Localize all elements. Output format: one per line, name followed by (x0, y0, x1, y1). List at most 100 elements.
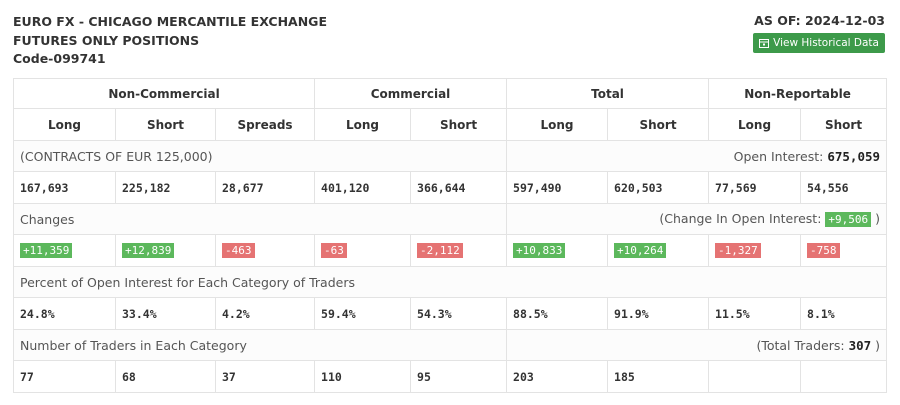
cell (708, 360, 802, 393)
cot-table: Non-Commercial Commercial Total Non-Reporta… (12, 78, 888, 393)
column-header: Long (13, 108, 116, 141)
cell: 68 (115, 360, 216, 393)
group-header: Non-Reportable (708, 78, 888, 109)
cell: -758 (800, 234, 888, 267)
cell: 597,490 (506, 171, 609, 204)
cell-value: 597,490 (513, 180, 562, 195)
cell: 366,644 (410, 171, 508, 204)
cell-value: 110 (321, 369, 342, 384)
cell-value: 37 (222, 369, 236, 384)
summary-label: (Change In Open Interest: (659, 211, 822, 226)
cell-value: 167,693 (20, 180, 69, 195)
change-badge: -1,327 (715, 243, 761, 258)
group-header: Commercial (314, 78, 508, 109)
cell-value: 54,556 (807, 180, 849, 195)
summary-value: +9,506 (825, 212, 872, 227)
cell: 11.5% (708, 297, 802, 330)
group-header: Total (506, 78, 710, 109)
section-label: (CONTRACTS OF EUR 125,000) (12, 140, 508, 172)
cell: +12,839 (115, 234, 216, 267)
change-badge: +10,264 (614, 243, 667, 258)
cell: 203 (506, 360, 609, 393)
cell: 54,556 (800, 171, 888, 204)
group-row: Non-Commercial Commercial Total Non-Reporta… (12, 78, 888, 109)
cell: 110 (314, 360, 412, 393)
change-badge: +12,839 (122, 243, 175, 258)
column-header: Short (115, 108, 216, 141)
column-header: Short (800, 108, 888, 141)
cell-value: 401,120 (321, 180, 370, 195)
header-title: EURO FX - CHICAGO MERCANTILE EXCHANGE FU… (13, 13, 327, 69)
column-header: Long (314, 108, 412, 141)
cell: 167,693 (13, 171, 116, 204)
column-header: Spreads (214, 108, 316, 141)
section-summary: Open Interest: 675,059 (506, 140, 888, 172)
section-label: Number of Traders in Each Category (12, 329, 508, 361)
section-summary: (Total Traders: 307 ) (506, 329, 888, 361)
title-line: EURO FX - CHICAGO MERCANTILE EXCHANGE (13, 14, 327, 29)
cell-value: 225,182 (122, 180, 171, 195)
summary-suffix: ) (875, 211, 881, 226)
cell-value: 366,644 (417, 180, 466, 195)
cell-value: 28,677 (222, 180, 264, 195)
cell-value: 620,503 (614, 180, 663, 195)
summary-label: (Total Traders: (756, 337, 845, 353)
cell: 401,120 (314, 171, 412, 204)
change-badge: -63 (321, 243, 347, 258)
cell: 185 (607, 360, 710, 393)
value-row: 167,693 225,182 28,677 401,120 366,644 597,49… (13, 171, 888, 204)
cell: -1,327 (708, 234, 802, 267)
cell: 37 (214, 360, 316, 393)
section-row: Percent of Open Interest for Each Catego… (12, 266, 888, 298)
column-header: Long (506, 108, 609, 141)
column-header: Short (410, 108, 508, 141)
section-row: (CONTRACTS OF EUR 125,000) Open Interest:… (12, 140, 888, 172)
cell: -463 (214, 234, 316, 267)
change-badge: +10,833 (513, 243, 566, 258)
cell: 95 (410, 360, 508, 393)
cell: 620,503 (607, 171, 710, 204)
code: Code-099741 (13, 51, 106, 66)
group-header: Non-Commercial (12, 78, 316, 109)
cell: 59.4% (314, 297, 412, 330)
change-badge: +11,359 (20, 243, 73, 258)
change-badge: -2,112 (417, 243, 463, 258)
change-badge: -463 (222, 243, 255, 258)
history-button[interactable]: View Historical Data (753, 33, 885, 53)
cell: 24.8% (13, 297, 116, 330)
change-badge: -758 (807, 243, 840, 258)
cell-value: 68 (122, 369, 136, 384)
cell: 77 (13, 360, 116, 393)
summary-value: 307 (848, 337, 872, 353)
cell: 88.5% (506, 297, 609, 330)
cell: 33.4% (115, 297, 216, 330)
section-summary: (Change In Open Interest: +9,506 ) (506, 203, 888, 235)
section-label: Percent of Open Interest for Each Catego… (12, 266, 888, 298)
cell: -63 (314, 234, 412, 267)
cell-value: 4.2% (222, 306, 250, 321)
title-line: FUTURES ONLY POSITIONS (13, 32, 200, 48)
value-row: 24.8% 33.4% 4.2% 59.4% 54.3% 88.5% 91.9% 11.5% 8… (13, 297, 888, 330)
summary-label: Open Interest: (733, 148, 824, 164)
cell: 54.3% (410, 297, 508, 330)
column-header: Short (607, 108, 710, 141)
cell: 91.9% (607, 297, 710, 330)
cell: 225,182 (115, 171, 216, 204)
cell: 28,677 (214, 171, 316, 204)
cell-value: 203 (513, 369, 534, 384)
cell: 8.1% (800, 297, 888, 330)
cell-value: 185 (614, 369, 635, 384)
section-row: Changes (Change In Open Interest: +9,506 … (12, 203, 888, 235)
cell-value: 33.4% (122, 306, 157, 321)
summary-value: 675,059 (827, 148, 881, 164)
cell: +10,833 (506, 234, 609, 267)
cell: 77,569 (708, 171, 802, 204)
column-row: Long Short Spreads Long Short Long Short Long Sh… (13, 108, 888, 141)
cell-value: 11.5% (715, 306, 750, 321)
value-row: 77 68 37 110 95 203 185 (13, 360, 888, 393)
button-label: View Historical Data (773, 37, 879, 49)
cell (800, 360, 888, 393)
cell: +11,359 (13, 234, 116, 267)
column-header: Long (708, 108, 802, 141)
section-label: Changes (12, 203, 508, 235)
